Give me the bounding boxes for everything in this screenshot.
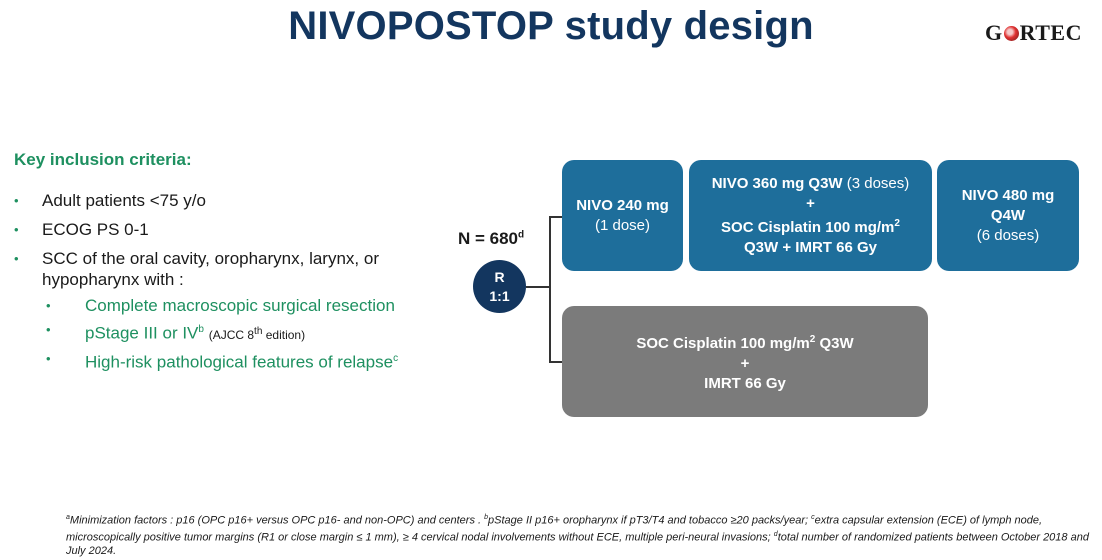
connector-line (549, 361, 562, 363)
bullet-icon: • (14, 251, 19, 266)
slide-title: NIVOPOSTOP study design (288, 4, 814, 48)
criteria-item: • SCC of the oral cavity, oropharynx, lar… (14, 248, 464, 374)
criteria-list: • Adult patients <75 y/o • ECOG PS 0-1 • SC… (14, 190, 464, 382)
criteria-subitem: • High-risk pathological features of rela… (42, 347, 464, 375)
gortec-logo: G RTEC (985, 20, 1082, 45)
bullet-icon: • (14, 193, 19, 208)
criteria-subitem: • Complete macroscopic surgical resection (42, 294, 464, 318)
criteria-item: • ECOG PS 0-1 (14, 220, 149, 239)
globe-icon (1003, 26, 1019, 41)
arm1-maintenance-box: NIVO 480 mg Q4W (6 doses) (937, 160, 1079, 271)
connector-line (526, 286, 550, 288)
arm1-concurrent-box: NIVO 360 mg Q3W (3 doses) + SOC Cisplati… (689, 160, 932, 271)
arm1-induction-box: NIVO 240 mg (1 dose) (562, 160, 683, 271)
sample-size-label: N = 680d (458, 229, 525, 248)
arm2-control-box: SOC Cisplatin 100 mg/m2 Q3W + IMRT 66 Gy (562, 306, 928, 417)
criteria-subitem: • pStage III or IVb (AJCC 8th edition) (42, 318, 464, 347)
randomization-node: R 1:1 (473, 260, 526, 313)
connector-line (549, 216, 551, 362)
criteria-heading: Key inclusion criteria: (14, 150, 192, 169)
criteria-item: • Adult patients <75 y/o (14, 191, 206, 210)
bullet-icon: • (14, 222, 19, 237)
bullet-icon: • (46, 350, 51, 366)
connector-line (549, 216, 562, 218)
criteria-sublist: • Complete macroscopic surgical resection… (42, 294, 464, 374)
bullet-icon: • (46, 322, 51, 337)
bullet-icon: • (46, 298, 51, 313)
footnote: aMinimization factors : p16 (OPC p16+ ve… (66, 514, 1089, 558)
